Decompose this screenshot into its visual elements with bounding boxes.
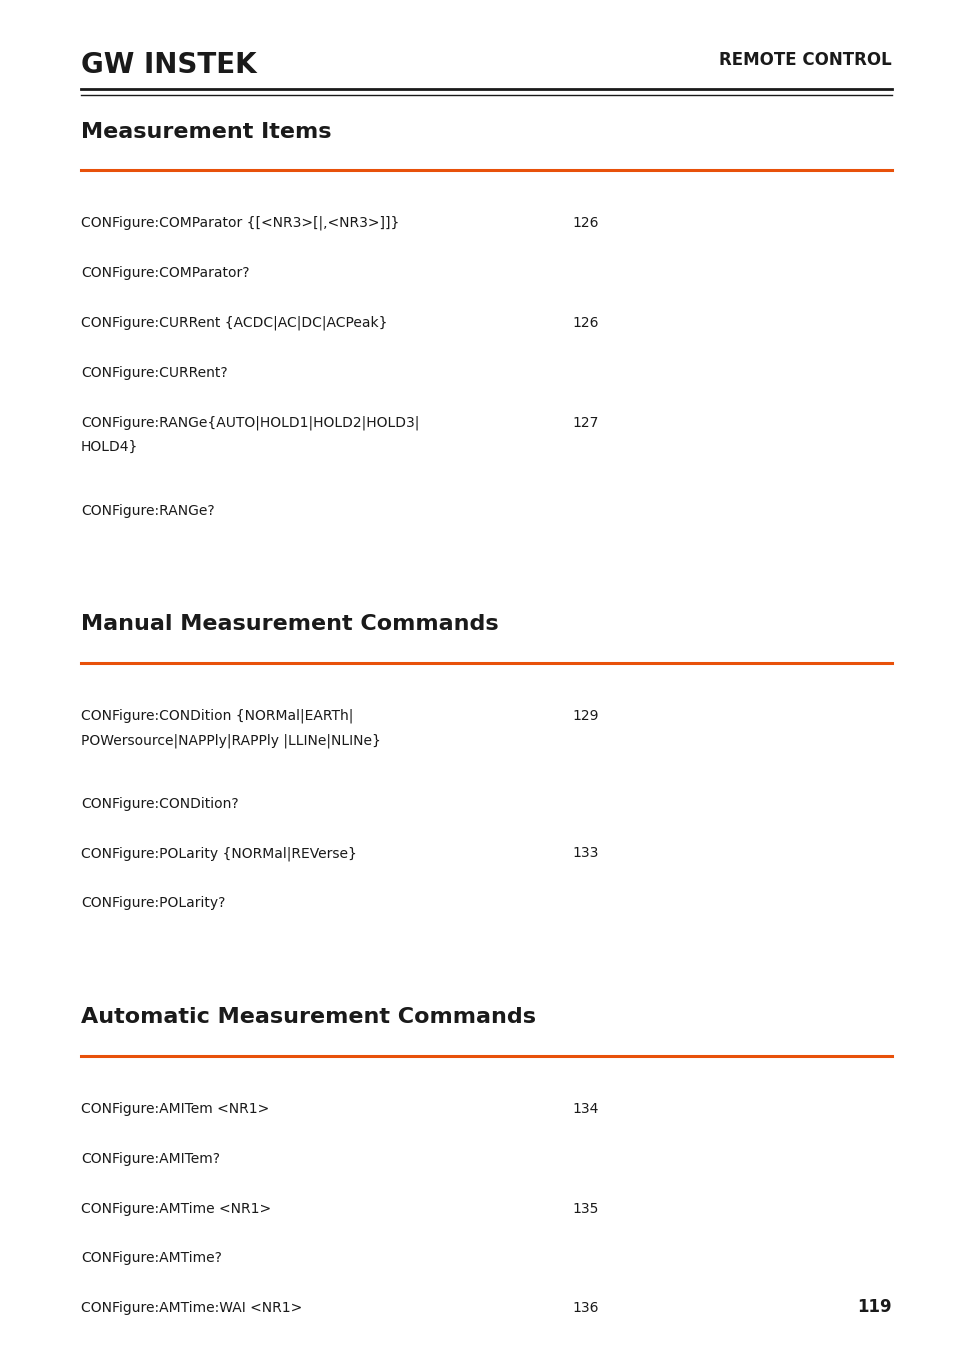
Text: CONFigure:CURRent {ACDC|AC|DC|ACPeak}: CONFigure:CURRent {ACDC|AC|DC|ACPeak} [81, 316, 387, 331]
Text: CONFigure:COMParator {[<NR3>[|,<NR3>]]}: CONFigure:COMParator {[<NR3>[|,<NR3>]]} [81, 216, 399, 231]
Text: 119: 119 [857, 1299, 891, 1316]
Text: 134: 134 [572, 1102, 598, 1115]
Text: CONFigure:AMTime <NR1>: CONFigure:AMTime <NR1> [81, 1202, 271, 1215]
Text: CONFigure:AMTime:WAI <NR1>: CONFigure:AMTime:WAI <NR1> [81, 1301, 302, 1315]
Text: 127: 127 [572, 416, 598, 429]
Text: 126: 126 [572, 316, 598, 329]
Text: 129: 129 [572, 709, 598, 722]
Text: 136: 136 [572, 1301, 598, 1315]
Text: CONFigure:POLarity {NORMal|REVerse}: CONFigure:POLarity {NORMal|REVerse} [81, 846, 356, 861]
Text: Measurement Items: Measurement Items [81, 122, 332, 142]
Text: CONFigure:AMITem?: CONFigure:AMITem? [81, 1152, 220, 1165]
Text: CONFigure:RANGe?: CONFigure:RANGe? [81, 504, 214, 517]
Text: 135: 135 [572, 1202, 598, 1215]
Text: CONFigure:CONDition?: CONFigure:CONDition? [81, 796, 238, 810]
Text: CONFigure:AMTime?: CONFigure:AMTime? [81, 1251, 222, 1265]
Text: Manual Measurement Commands: Manual Measurement Commands [81, 614, 498, 634]
Text: CONFigure:CURRent?: CONFigure:CURRent? [81, 366, 228, 379]
Text: CONFigure:AMITem <NR1>: CONFigure:AMITem <NR1> [81, 1102, 269, 1115]
Text: CONFigure:RANGe{AUTO|HOLD1|HOLD2|HOLD3|: CONFigure:RANGe{AUTO|HOLD1|HOLD2|HOLD3| [81, 416, 419, 431]
Text: 133: 133 [572, 846, 598, 860]
Text: REMOTE CONTROL: REMOTE CONTROL [719, 51, 891, 69]
Text: POWersource|NAPPly|RAPPly |LLINe|NLINe}: POWersource|NAPPly|RAPPly |LLINe|NLINe} [81, 733, 380, 748]
Text: CONFigure:POLarity?: CONFigure:POLarity? [81, 896, 225, 910]
Text: GW INSTEK: GW INSTEK [81, 51, 256, 80]
Text: 126: 126 [572, 216, 598, 230]
Text: CONFigure:CONDition {NORMal|EARTh|: CONFigure:CONDition {NORMal|EARTh| [81, 709, 354, 724]
Text: CONFigure:COMParator?: CONFigure:COMParator? [81, 266, 250, 279]
Text: Automatic Measurement Commands: Automatic Measurement Commands [81, 1007, 536, 1027]
Text: HOLD4}: HOLD4} [81, 440, 138, 454]
